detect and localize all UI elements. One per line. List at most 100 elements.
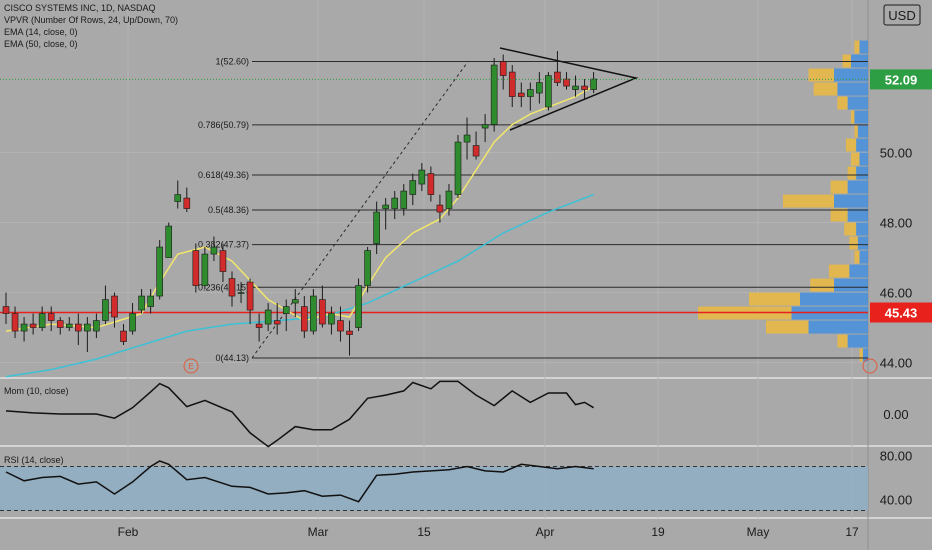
support-price-badge: 45.43 [885, 306, 918, 321]
candle-body [237, 292, 245, 294]
ema14-line [5, 85, 594, 332]
candle-body [2, 306, 10, 314]
candle-body [391, 197, 399, 209]
indicator-ema14-label[interactable]: EMA (14, close, 0) [4, 27, 78, 37]
volume-profile-down-bar [854, 124, 858, 138]
candle-body [454, 141, 462, 195]
momentum-y-tick-label: 0.00 [883, 407, 908, 422]
volume-profile-down-bar [845, 138, 857, 152]
fib-level-label: 0.618(49.36) [198, 170, 249, 180]
triangle-pattern [499, 47, 639, 131]
volume-profile-up-bar [847, 208, 868, 222]
volume-profile-up-bar [862, 348, 868, 362]
candle-body [111, 295, 118, 318]
candle-body [264, 309, 272, 325]
candle-body [472, 145, 480, 157]
earnings-marker [862, 358, 878, 374]
candle-body [93, 320, 100, 332]
candle-body [75, 323, 82, 332]
rsi-y-tick-label: 80.00 [880, 449, 913, 464]
x-tick-label: Mar [308, 525, 329, 539]
momentum-pane-label[interactable]: Mom (10, close) [4, 386, 69, 396]
x-tick-label: Apr [536, 525, 555, 539]
volume-profile-down-bar [847, 166, 857, 180]
volume-profile-up-bar [859, 152, 868, 166]
volume-profile-up-bar [847, 334, 868, 348]
candle-body [102, 299, 109, 321]
candle-body [527, 89, 534, 97]
volume-profile-up-bar [856, 222, 868, 236]
rsi-y-tick-label: 40.00 [880, 493, 913, 508]
candle-body [29, 323, 37, 328]
rsi-pane-label[interactable]: RSI (14, close) [4, 455, 64, 465]
fib-level-label: 0.236(46.15) [198, 282, 249, 292]
volume-profile-up-bar [808, 320, 868, 334]
candle-body [228, 278, 236, 297]
fib-level-label: 0(44.13) [215, 353, 249, 363]
y-tick-label: 44.00 [880, 356, 913, 371]
volume-profile-up-bar [859, 40, 868, 54]
volume-profile-down-bar [854, 250, 860, 264]
volume-profile-up-bar [859, 250, 868, 264]
candle-body [445, 190, 453, 209]
volume-profile-down-bar [849, 236, 858, 250]
candle-body [418, 169, 426, 185]
x-tick-label: 15 [417, 525, 431, 539]
rsi-line [5, 460, 594, 503]
candle-body [337, 320, 344, 332]
candle-body [346, 330, 353, 335]
candle-body [301, 306, 308, 332]
volume-profile-up-bar [800, 292, 868, 306]
chart-legend: CISCO SYSTEMS INC, 1D, NASDAQ VPVR (Numb… [4, 2, 178, 50]
candle-body [481, 124, 489, 129]
candle-body [20, 323, 28, 332]
volume-profile-up-bar [856, 166, 868, 180]
indicator-ema50-label[interactable]: EMA (50, close, 0) [4, 39, 78, 49]
x-tick-label: May [747, 525, 770, 539]
candle-body [147, 295, 154, 307]
candle-body [409, 180, 417, 195]
candle-body [47, 313, 55, 321]
volume-profile-down-bar [837, 334, 848, 348]
candle-body [364, 250, 371, 286]
volume-profile-up-bar [834, 278, 868, 292]
candle-body [563, 78, 570, 87]
candle-body [355, 285, 362, 328]
candle-body [310, 295, 317, 332]
candle-body [11, 313, 19, 332]
candle-body [545, 75, 552, 108]
volume-profile-up-bar [849, 264, 868, 278]
volume-profile-down-bar [837, 96, 848, 110]
volume-profile-down-bar [851, 152, 860, 166]
volume-profile-down-bar [766, 320, 809, 334]
candle-body [273, 320, 281, 325]
candle-body [38, 313, 46, 328]
volume-profile-up-bar [857, 124, 868, 138]
volume-profile-down-bar [810, 278, 834, 292]
volume-profile-down-bar [813, 82, 838, 96]
candle-body [174, 194, 182, 202]
fib-level-label: 1(52.60) [215, 57, 249, 67]
candle-body [499, 61, 507, 76]
earnings-marker-label: E [188, 362, 193, 371]
candle-body [165, 225, 173, 258]
candle-body [84, 323, 91, 332]
indicator-vpvr-label[interactable]: VPVR (Number Of Rows, 24, Up/Down, 70) [4, 15, 179, 25]
fib-level-label: 0.5(48.36) [208, 205, 249, 215]
volume-profile-up-bar [837, 82, 868, 96]
volume-profile-down-bar [808, 68, 834, 82]
candle-body [328, 313, 335, 325]
x-tick-label: Feb [118, 525, 139, 539]
momentum-line [5, 380, 594, 448]
candle-body [517, 92, 525, 97]
symbol-label[interactable]: CISCO SYSTEMS INC, 1D, NASDAQ [4, 3, 156, 13]
volume-profile-down-bar [859, 348, 863, 362]
volume-profile-down-bar [749, 292, 800, 306]
candle-body [219, 250, 227, 272]
support-price-badge-bg [870, 302, 932, 323]
currency-box [883, 4, 921, 26]
rsi-band [0, 466, 868, 511]
candle-body [120, 330, 127, 342]
